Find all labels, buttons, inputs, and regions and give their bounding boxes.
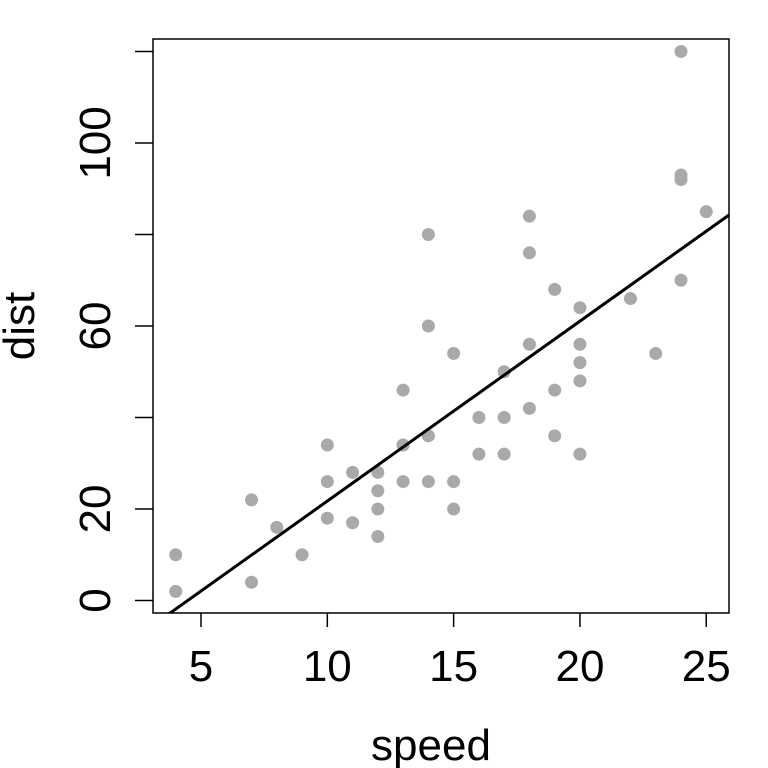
data-point-31 [522, 401, 536, 415]
data-point-25 [447, 346, 461, 360]
data-point-40 [573, 356, 587, 370]
data-point-1 [169, 548, 183, 562]
data-point-27 [472, 411, 486, 425]
plot-frame [152, 38, 730, 614]
data-point-22 [421, 227, 435, 241]
x-tick-label-10: 10 [303, 642, 352, 691]
y-tick-label-60: 60 [71, 302, 120, 351]
data-point-11 [371, 529, 385, 543]
regression-line [167, 213, 729, 613]
data-point-49 [699, 205, 713, 219]
data-point-24 [447, 475, 461, 489]
y-axis-title: dist [0, 292, 44, 360]
x-tick-label-5: 5 [189, 642, 213, 691]
data-point-43 [623, 292, 637, 306]
data-point-36 [548, 383, 562, 397]
data-point-5 [295, 548, 309, 562]
data-point-33 [522, 246, 536, 260]
data-point-10 [346, 465, 360, 479]
data-point-48 [674, 44, 688, 58]
data-point-12 [371, 502, 385, 516]
regression-line-group [167, 213, 729, 613]
data-point-38 [573, 447, 587, 461]
data-point-41 [573, 337, 587, 351]
data-point-39 [573, 374, 587, 388]
axes: 5 10 15 20 25 0 20 60 100 [71, 50, 731, 691]
x-axis-title: speed [371, 721, 491, 768]
x-tick-label-15: 15 [429, 642, 478, 691]
data-point-29 [497, 411, 511, 425]
data-point-35 [548, 429, 562, 443]
data-point-4 [270, 520, 284, 534]
data-point-34 [522, 209, 536, 223]
y-tick-label-100: 100 [71, 106, 120, 179]
data-point-23 [447, 502, 461, 516]
data-point-3 [245, 493, 259, 507]
x-tick-label-20: 20 [555, 642, 604, 691]
data-point-9 [346, 516, 360, 530]
data-point-15 [396, 475, 410, 489]
data-point-8 [320, 438, 334, 452]
data-point-42 [573, 301, 587, 315]
data-point-21 [421, 319, 435, 333]
x-tick-label-25: 25 [682, 642, 731, 691]
data-point-44 [649, 346, 663, 360]
data-point-28 [497, 447, 511, 461]
data-point-19 [421, 475, 435, 489]
data-point-6 [320, 511, 334, 525]
data-point-0 [169, 584, 183, 598]
data-point-37 [548, 282, 562, 296]
data-point-2 [245, 575, 259, 589]
data-point-7 [320, 475, 334, 489]
data-point-18 [396, 383, 410, 397]
data-point-45 [674, 273, 688, 287]
data-point-30 [497, 365, 511, 379]
data-point-26 [472, 447, 486, 461]
y-tick-label-0: 0 [71, 588, 120, 612]
data-points [169, 44, 713, 598]
data-point-13 [371, 484, 385, 498]
data-point-32 [522, 337, 536, 351]
data-point-47 [674, 168, 688, 182]
y-tick-label-20: 20 [71, 485, 120, 534]
